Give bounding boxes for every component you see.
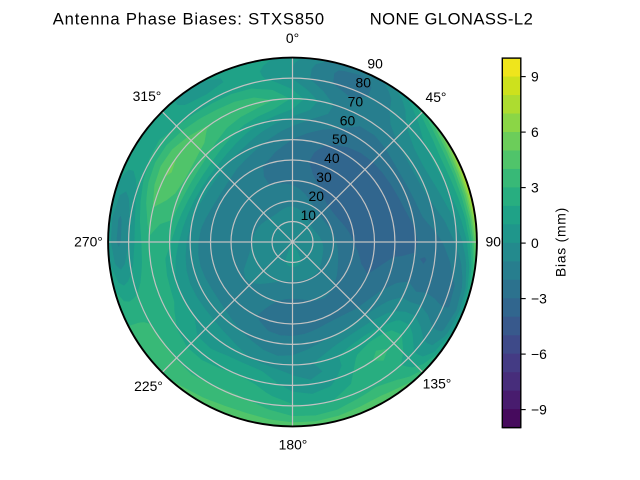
svg-text:135°: 135° — [423, 376, 452, 392]
svg-text:225°: 225° — [134, 378, 163, 394]
svg-text:9: 9 — [531, 69, 539, 85]
svg-text:270°: 270° — [74, 234, 103, 250]
svg-text:315°: 315° — [133, 88, 162, 104]
svg-text:70: 70 — [348, 93, 364, 109]
svg-text:0: 0 — [531, 235, 539, 251]
svg-text:3: 3 — [531, 180, 539, 196]
svg-text:180°: 180° — [279, 437, 308, 453]
svg-text:45°: 45° — [425, 89, 446, 105]
svg-text:NONE GLONASS-L2: NONE GLONASS-L2 — [370, 10, 534, 29]
svg-text:−6: −6 — [531, 346, 547, 362]
svg-text:90°: 90° — [485, 234, 506, 250]
svg-text:6: 6 — [531, 124, 539, 140]
svg-text:60: 60 — [340, 112, 356, 128]
svg-text:30: 30 — [316, 169, 332, 185]
svg-text:90: 90 — [367, 56, 383, 72]
svg-text:50: 50 — [332, 131, 348, 147]
svg-text:Bias (mm): Bias (mm) — [553, 207, 569, 277]
svg-text:−9: −9 — [531, 402, 547, 418]
svg-text:0°: 0° — [286, 30, 299, 46]
svg-text:80: 80 — [355, 74, 371, 90]
svg-text:Antenna Phase Biases: STXS850: Antenna Phase Biases: STXS850 — [53, 10, 325, 29]
svg-text:−3: −3 — [531, 291, 547, 307]
svg-text:20: 20 — [308, 188, 324, 204]
svg-text:40: 40 — [324, 150, 340, 166]
svg-text:10: 10 — [301, 207, 317, 223]
